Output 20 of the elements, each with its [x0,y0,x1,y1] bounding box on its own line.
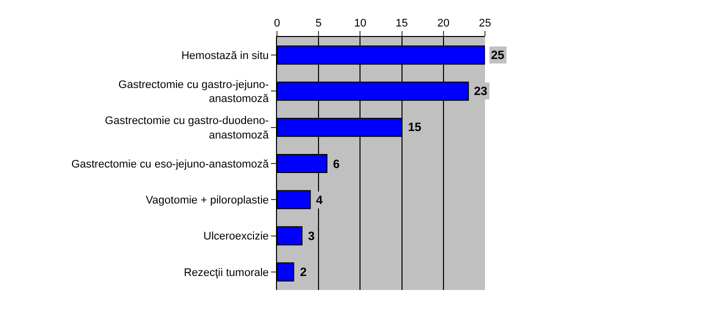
data-label: 4 [316,193,323,207]
y-tick-label: Hemostază in situ [181,50,269,62]
x-tick-label: 5 [316,18,322,30]
y-tick-label: Gastrectomie cu eso-jejuno-anastomoză [71,158,270,170]
data-label: 3 [308,229,315,243]
data-label: 23 [474,84,488,98]
x-tick-label: 20 [437,18,450,30]
x-tick-label: 15 [396,18,408,30]
data-label: 15 [408,120,422,134]
x-tick-label: 10 [354,18,366,30]
y-tick-label: Gastrectomie cu gastro-duodeno-anastomoză [104,115,270,142]
x-tick-label: 25 [478,18,492,30]
data-label: 2 [300,265,307,279]
y-tick-label: Vagotomie + piloroplastie [146,194,269,206]
y-tick-label: Rezecţii tumorale [184,266,269,279]
data-label: 25 [491,48,505,62]
y-tick-label: Ulceroexcizie [203,230,269,243]
data-label: 6 [333,157,340,171]
y-tick-label: Gastrectomie cu gastro-jejuno-anastomoză [118,78,270,106]
x-tick-label: 0 [274,18,280,30]
